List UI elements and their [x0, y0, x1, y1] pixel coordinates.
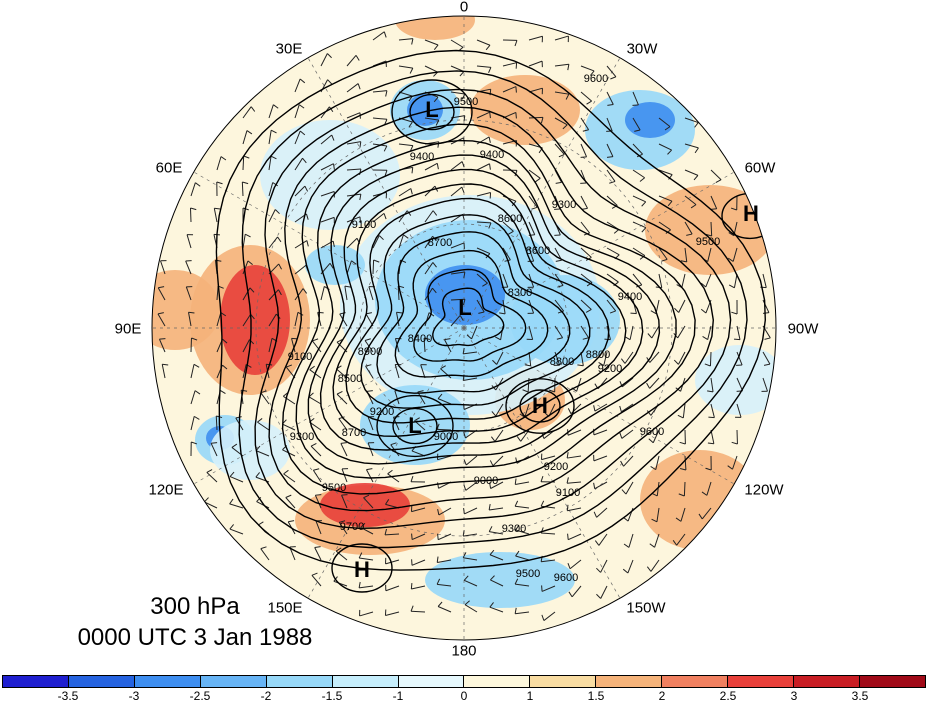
anomaly-region: [305, 245, 365, 285]
contour-label: 8400: [408, 333, 432, 345]
colorbar-tick-label: 2: [659, 689, 666, 703]
colorbar-swatch: [728, 676, 794, 687]
contour-label: 9300: [290, 431, 314, 443]
anomaly-region: [220, 265, 290, 375]
contour-label: 8600: [498, 213, 522, 225]
contour-label: 9200: [544, 461, 568, 473]
contour-label: 9500: [696, 236, 720, 248]
contour-label: 8700: [428, 237, 452, 249]
anomaly-region: [625, 102, 675, 138]
lon-label-30e: 30E: [276, 41, 303, 58]
colorbar-tick-label: 2.5: [720, 689, 737, 703]
colorbar-tick-label: -2.5: [190, 689, 211, 703]
lon-label-90e: 90E: [115, 321, 142, 338]
lon-label-90w: 90W: [788, 321, 819, 338]
contour-label: 9300: [552, 199, 576, 211]
lon-label-120w: 120W: [744, 482, 783, 499]
high-center-label: H: [354, 557, 370, 583]
lon-label-30w: 30W: [627, 41, 658, 58]
colorbar-tick-label: 1: [527, 689, 534, 703]
contour-label: 9100: [352, 219, 376, 231]
lon-label-0: 0: [460, 0, 468, 16]
colorbar: [2, 675, 926, 688]
colorbar-tick-label: 1.5: [588, 689, 605, 703]
colorbar-swatch: [3, 676, 69, 687]
colorbar-swatch: [201, 676, 267, 687]
colorbar-swatch: [596, 676, 662, 687]
contour-label: 8800: [550, 356, 574, 368]
colorbar-tick-label: -3: [129, 689, 140, 703]
contour-label: 9400: [410, 151, 434, 163]
contour-label: 8700: [342, 427, 366, 439]
contour-label: 9400: [618, 291, 642, 303]
colorbar-swatch: [399, 676, 465, 687]
low-center-label: L: [425, 97, 438, 123]
lon-label-180: 180: [451, 643, 476, 660]
high-center-label: H: [743, 201, 759, 227]
anomaly-region: [130, 270, 220, 350]
colorbar-swatch: [662, 676, 728, 687]
colorbar-tick-label: -3.5: [58, 689, 79, 703]
colorbar-swatch: [333, 676, 399, 687]
contour-label: 9100: [556, 487, 580, 499]
high-center-label: H: [532, 393, 548, 419]
colorbar-tick-label: -2: [261, 689, 272, 703]
contour-label: 8500: [338, 373, 362, 385]
lon-label-120e: 120E: [148, 482, 183, 499]
colorbar-swatch: [794, 676, 860, 687]
contour-label: 8800: [586, 349, 610, 361]
contour-label: 9700: [340, 521, 364, 533]
colorbar-swatch: [464, 676, 530, 687]
colorbar-swatch: [69, 676, 135, 687]
contour-label: 9500: [322, 482, 346, 494]
colorbar-tick-label: 3: [791, 689, 798, 703]
colorbar-swatch: [860, 676, 925, 687]
lon-label-60w: 60W: [745, 160, 776, 177]
low-center-label: L: [458, 295, 471, 321]
contour-label: 9000: [474, 475, 498, 487]
contour-label: 8600: [526, 245, 550, 257]
contour-label: 9000: [434, 431, 458, 443]
contour-label: 9200: [370, 406, 394, 418]
colorbar-swatch: [135, 676, 201, 687]
contour-label: 9400: [480, 149, 504, 161]
colorbar-tick-label: -1.5: [322, 689, 343, 703]
pressure-level-title: 300 hPa: [0, 593, 390, 621]
contour-label: 8900: [358, 346, 382, 358]
colorbar-tick-label: 0: [461, 689, 468, 703]
colorbar-swatch: [530, 676, 596, 687]
contour-label: 9200: [598, 363, 622, 375]
colorbar-tick-label: 3.5: [852, 689, 869, 703]
contour-label: 9600: [640, 426, 664, 438]
contour-label: 9600: [554, 572, 578, 584]
anomaly-region: [640, 450, 760, 550]
contour-label: 9600: [584, 73, 608, 85]
contour-label: 8300: [508, 287, 532, 299]
valid-time-title: 0000 UTC 3 Jan 1988: [0, 624, 390, 652]
contour-label: 9500: [454, 96, 478, 108]
colorbar-swatch: [267, 676, 333, 687]
contour-label: 9300: [502, 523, 526, 535]
lon-label-60e: 60E: [156, 160, 183, 177]
colorbar-tick-label: -1: [393, 689, 404, 703]
contour-label: 9100: [288, 351, 312, 363]
lon-label-150w: 150W: [626, 600, 665, 617]
low-center-label: L: [408, 413, 421, 439]
contour-label: 9500: [516, 568, 540, 580]
